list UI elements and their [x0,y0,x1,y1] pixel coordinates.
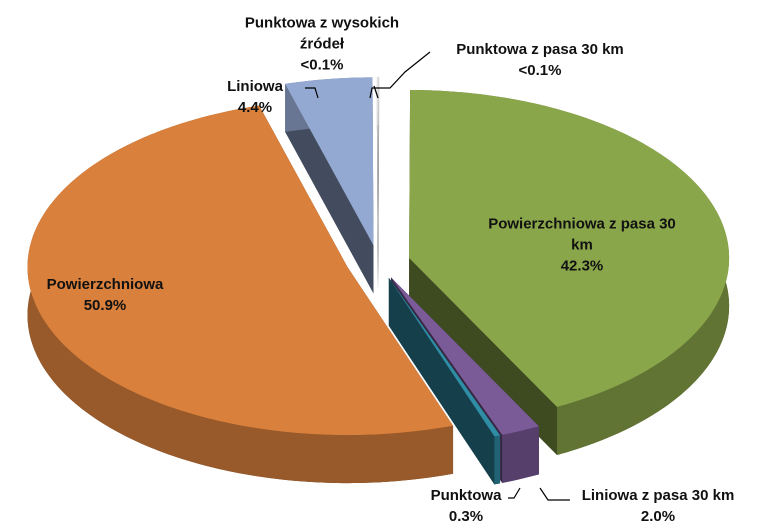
value-label: <0.1% [518,62,562,79]
slice-rim [27,105,454,484]
leader-line [305,87,319,99]
slice-rim [494,435,501,485]
slice-top [376,77,378,246]
leader-line [508,487,521,499]
slice [285,77,374,294]
slice [388,277,501,485]
slice-top [388,277,501,437]
slice-top [285,77,374,246]
slice [27,105,454,484]
slice [409,90,730,455]
value-label: 2.0% [640,508,676,525]
slice [376,77,378,294]
value-label: 0.3% [448,508,484,525]
data-label: Punktowa 0.3% [406,485,526,527]
category-label: Punktowa z pasa 30 km [456,41,624,58]
slice-cut-face [409,258,558,455]
leader-line [369,51,431,99]
slice-top [27,105,454,436]
data-label: Punktowa z pasa 30 km <0.1% [430,39,650,81]
category-label: Punktowa z wysokich źródeł [244,14,400,53]
value-label: 4.4% [237,99,273,116]
slice-top [390,277,539,435]
slice-cut-face [388,277,495,485]
data-label: Liniowa 4.4% [205,76,305,118]
data-label: Powierzchniowa 50.9% [25,274,185,316]
value-label: <0.1% [300,56,344,74]
slice-top [409,90,730,407]
slice-cut-face [285,83,374,294]
slice [378,77,380,294]
slice-cut-face [378,77,380,294]
value-label: 50.9% [83,297,127,314]
leader-line [373,85,379,99]
slice-rim [502,426,539,483]
value-label: 42.3% [560,257,604,275]
category-label: Powierzchniowa z pasa 30 km [488,215,676,254]
category-label: Liniowa z pasa 30 km [581,487,735,504]
data-label: Punktowa z wysokich źródeł <0.1% [237,13,407,76]
slice-cut-face [376,77,378,294]
slice-top [378,77,380,246]
data-label: Liniowa z pasa 30 km 2.0% [558,485,758,527]
category-label: Liniowa [227,78,283,95]
category-label: Powierzchniowa [46,276,164,293]
data-label: Powierzchniowa z pasa 30 km 42.3% [482,214,682,277]
category-label: Punktowa [430,487,502,504]
leader-line [539,487,570,501]
